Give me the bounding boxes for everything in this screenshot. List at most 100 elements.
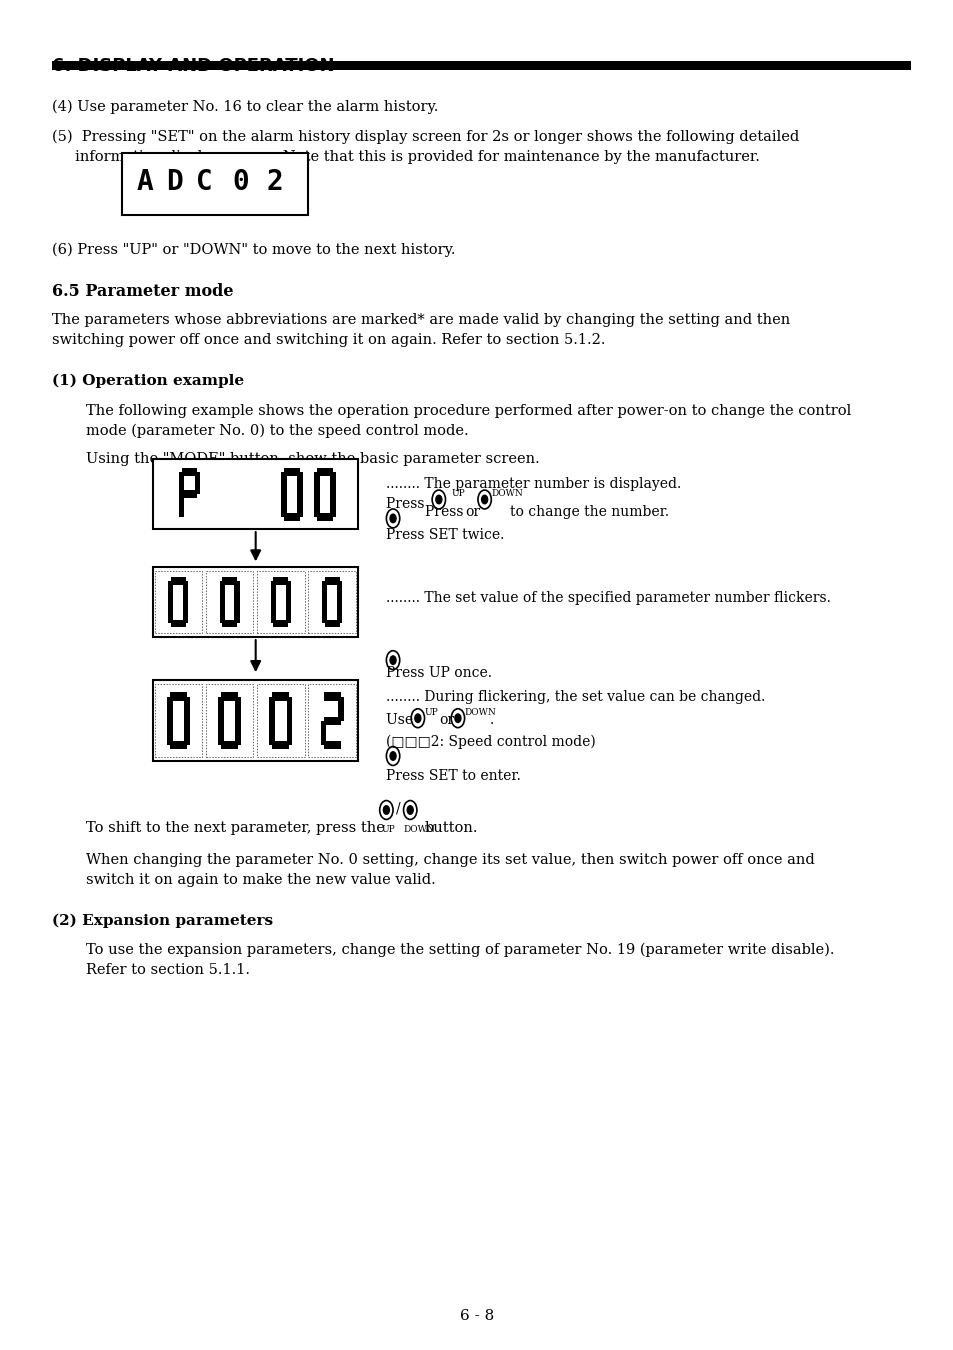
Text: C: C — [195, 169, 213, 196]
Bar — [322, 580, 327, 602]
Bar — [167, 697, 172, 721]
Bar — [284, 467, 300, 475]
Bar — [271, 602, 275, 624]
Text: (4) Use parameter No. 16 to clear the alarm history.: (4) Use parameter No. 16 to clear the al… — [52, 100, 438, 115]
Circle shape — [390, 656, 395, 664]
Bar — [330, 494, 335, 517]
Bar — [235, 721, 241, 745]
Text: To use the expansion parameters, change the setting of parameter No. 19 (paramet: To use the expansion parameters, change … — [86, 942, 834, 957]
Bar — [154, 571, 202, 633]
Text: ........ The parameter number is displayed.: ........ The parameter number is display… — [386, 477, 680, 490]
Bar — [337, 697, 343, 721]
Text: UP: UP — [424, 707, 437, 717]
Bar — [286, 697, 292, 721]
Text: (2) Expansion parameters: (2) Expansion parameters — [52, 914, 274, 929]
Bar — [222, 620, 236, 626]
Bar — [324, 620, 339, 626]
Text: to change the number.: to change the number. — [510, 505, 669, 518]
Bar — [218, 697, 224, 721]
Text: 0: 0 — [233, 169, 250, 196]
Bar — [320, 721, 326, 745]
Circle shape — [436, 495, 441, 504]
Text: Press: Press — [424, 505, 467, 518]
Bar — [170, 693, 187, 701]
Bar — [314, 471, 319, 494]
Text: D: D — [166, 169, 182, 196]
Text: ........ The set value of the specified parameter number flickers.: ........ The set value of the specified … — [386, 591, 830, 605]
Bar — [281, 471, 287, 494]
Circle shape — [455, 714, 460, 722]
Bar — [235, 697, 241, 721]
Circle shape — [390, 514, 395, 522]
Bar — [314, 494, 319, 517]
Bar — [218, 721, 224, 745]
Text: or: or — [465, 505, 480, 518]
Text: /: / — [395, 802, 400, 815]
Bar — [183, 602, 188, 624]
Text: (5)  Pressing "SET" on the alarm history display screen for 2s or longer shows t: (5) Pressing "SET" on the alarm history … — [52, 130, 799, 144]
Bar — [323, 741, 340, 749]
Bar — [308, 571, 355, 633]
Bar — [171, 620, 186, 626]
Text: switch it on again to make the new value valid.: switch it on again to make the new value… — [86, 873, 436, 887]
Bar — [152, 680, 357, 761]
Bar — [167, 721, 172, 745]
Text: mode (parameter No. 0) to the speed control mode.: mode (parameter No. 0) to the speed cont… — [86, 424, 468, 439]
Bar — [181, 467, 197, 475]
Bar — [316, 467, 333, 475]
Bar — [184, 697, 190, 721]
Bar — [52, 61, 910, 70]
Bar — [286, 602, 291, 624]
Text: (1) Operation example: (1) Operation example — [52, 374, 244, 389]
Bar — [219, 580, 224, 602]
Circle shape — [407, 806, 413, 814]
Text: 6.5 Parameter mode: 6.5 Parameter mode — [52, 284, 233, 301]
Bar — [323, 717, 340, 725]
Circle shape — [415, 714, 420, 722]
Bar — [178, 494, 184, 517]
Text: The parameters whose abbreviations are marked* are made valid by changing the se: The parameters whose abbreviations are m… — [52, 313, 790, 327]
Bar — [152, 459, 357, 529]
Bar — [152, 567, 357, 637]
Text: 6 - 8: 6 - 8 — [459, 1310, 494, 1323]
Bar — [269, 697, 274, 721]
Bar — [221, 693, 238, 701]
Text: or: or — [438, 713, 454, 726]
Bar — [222, 578, 236, 585]
Circle shape — [481, 495, 487, 504]
Bar — [284, 513, 300, 521]
Text: 6. DISPLAY AND OPERATION: 6. DISPLAY AND OPERATION — [52, 57, 335, 74]
Bar — [297, 471, 303, 494]
Bar — [281, 494, 287, 517]
Bar — [324, 578, 339, 585]
Text: switching power off once and switching it on again. Refer to section 5.1.2.: switching power off once and switching i… — [52, 333, 605, 347]
Bar — [234, 602, 239, 624]
Text: (6) Press "UP" or "DOWN" to move to the next history.: (6) Press "UP" or "DOWN" to move to the … — [52, 243, 456, 258]
Text: 2: 2 — [266, 169, 283, 196]
Bar — [206, 571, 253, 633]
Text: (□□□2: Speed control mode): (□□□2: Speed control mode) — [386, 734, 596, 749]
Circle shape — [390, 752, 395, 760]
Bar — [257, 571, 304, 633]
Circle shape — [383, 806, 389, 814]
Text: Press UP once.: Press UP once. — [386, 666, 492, 679]
Bar — [181, 490, 197, 498]
Bar — [168, 580, 173, 602]
Bar — [322, 602, 327, 624]
Text: Press: Press — [386, 497, 429, 510]
Text: To shift to the next parameter, press the: To shift to the next parameter, press th… — [86, 821, 384, 834]
Bar — [183, 580, 188, 602]
Text: Use: Use — [386, 713, 417, 726]
Text: Press SET to enter.: Press SET to enter. — [386, 769, 520, 783]
Bar — [184, 721, 190, 745]
Bar — [272, 693, 289, 701]
Bar — [274, 620, 288, 626]
Bar — [274, 578, 288, 585]
Text: When changing the parameter No. 0 setting, change its set value, then switch pow: When changing the parameter No. 0 settin… — [86, 853, 814, 867]
Bar — [286, 721, 292, 745]
Bar — [178, 471, 184, 494]
Bar — [269, 721, 274, 745]
Bar — [286, 580, 291, 602]
Text: button.: button. — [424, 821, 477, 834]
Text: Using the "MODE" button, show the basic parameter screen.: Using the "MODE" button, show the basic … — [86, 452, 539, 466]
